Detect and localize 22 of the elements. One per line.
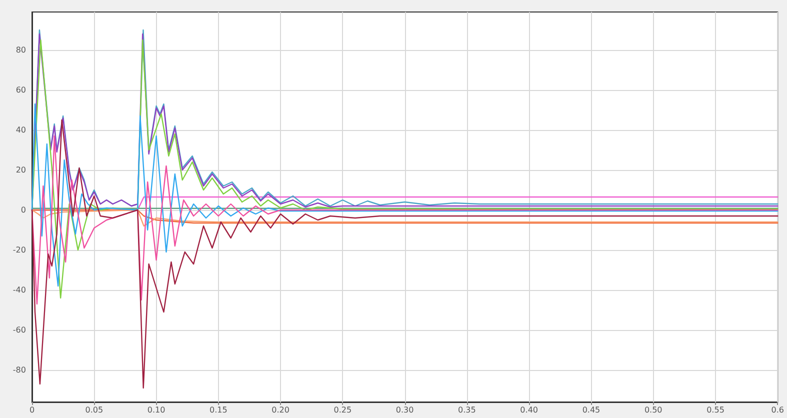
x-tick-label: 0.10 (147, 406, 166, 414)
x-tick-label: 0.35 (458, 406, 476, 414)
x-tick-label: 0.25 (334, 406, 352, 414)
x-tick-label: 0.20 (272, 406, 290, 414)
x-tick-label: 0.6 (771, 406, 784, 414)
y-tick-label: -20 (12, 246, 26, 254)
y-tick-label: 40 (16, 126, 26, 134)
y-tick-label: 80 (16, 46, 26, 54)
x-tick-label: 0.15 (210, 406, 228, 414)
y-tick-label: -60 (12, 326, 26, 334)
y-tick-label: 0 (20, 206, 26, 214)
x-tick-label: 0.40 (520, 406, 538, 414)
x-tick-label: 0.55 (706, 406, 724, 414)
x-tick-label: 0 (29, 406, 35, 414)
y-tick-label: 60 (16, 86, 26, 94)
y-tick-label: -80 (12, 366, 26, 374)
y-tick-label: 20 (16, 166, 26, 174)
y-tick-label: -40 (12, 286, 26, 294)
x-tick-label: 0.50 (644, 406, 662, 414)
x-tick-label: 0.30 (396, 406, 414, 414)
x-tick-label: 0.05 (85, 406, 104, 414)
x-tick-label: 0.45 (582, 406, 600, 414)
